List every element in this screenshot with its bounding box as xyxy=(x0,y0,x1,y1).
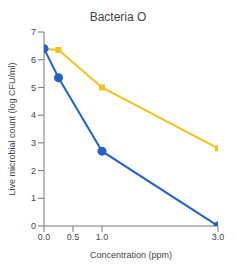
svg-text:3: 3 xyxy=(31,138,36,148)
svg-text:5: 5 xyxy=(31,83,36,93)
svg-text:0.0: 0.0 xyxy=(38,232,51,242)
svg-text:0: 0 xyxy=(31,221,36,231)
svg-text:2: 2 xyxy=(31,166,36,176)
svg-text:1: 1 xyxy=(31,193,36,203)
html-text:Bacteria O: Bacteria O xyxy=(89,10,147,24)
svg-text:1.0: 1.0 xyxy=(96,232,109,242)
svg-text:Live microbial count (log CFU/: Live microbial count (log CFU/ml) xyxy=(8,62,17,195)
svg-text:7: 7 xyxy=(31,27,36,37)
svg-text:0.5: 0.5 xyxy=(67,232,80,242)
svg-text:4: 4 xyxy=(31,110,36,120)
svg-text:Concentration (ppm): Concentration (ppm) xyxy=(90,250,172,260)
svg-text:3.0: 3.0 xyxy=(212,232,225,242)
svg-text:6: 6 xyxy=(31,55,36,65)
